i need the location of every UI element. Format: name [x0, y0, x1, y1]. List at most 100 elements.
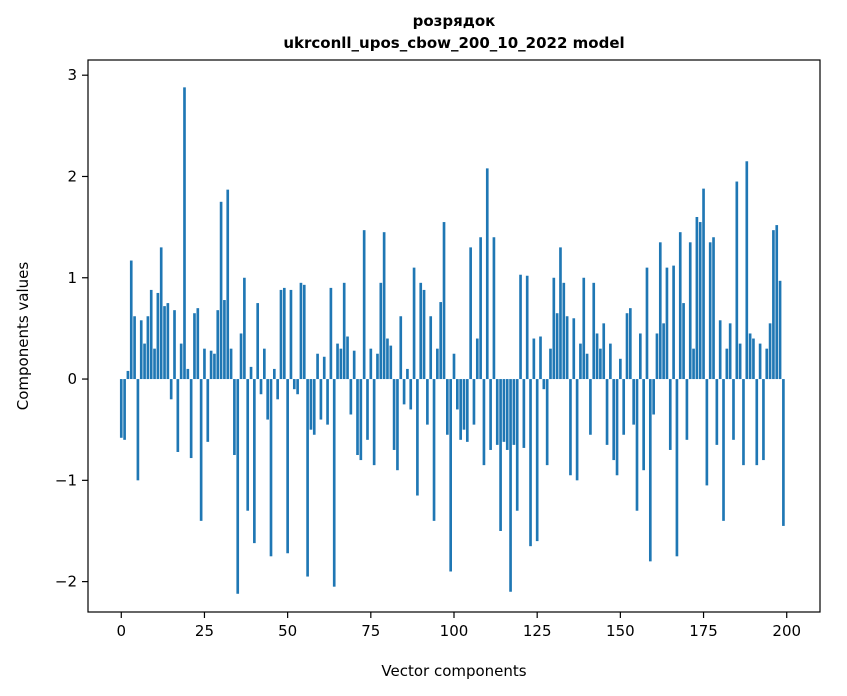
bar — [136, 379, 140, 481]
bar — [396, 379, 399, 471]
bar — [146, 316, 150, 380]
bar — [575, 379, 579, 481]
bar — [695, 216, 699, 380]
bar — [346, 336, 349, 380]
bar — [742, 379, 745, 466]
bar — [316, 353, 319, 380]
bar — [678, 232, 682, 380]
bar — [675, 379, 679, 557]
bar — [406, 368, 409, 380]
x-tick-label: 200 — [772, 622, 801, 640]
bar — [712, 237, 715, 380]
bar — [595, 333, 599, 380]
bar — [296, 379, 299, 395]
bar — [203, 348, 206, 380]
bar — [782, 379, 785, 526]
bar — [266, 379, 269, 420]
bar — [379, 282, 383, 380]
bar — [263, 348, 266, 380]
bar — [133, 316, 136, 380]
bar — [169, 379, 173, 400]
bar — [206, 379, 210, 442]
bar — [356, 379, 359, 456]
bar — [688, 242, 692, 380]
bar — [619, 358, 622, 380]
bar — [462, 379, 466, 430]
bar — [349, 379, 353, 415]
bar — [762, 379, 765, 461]
bar — [529, 379, 532, 547]
bar — [199, 379, 203, 521]
bar — [273, 368, 276, 380]
bar — [772, 230, 775, 380]
bar — [342, 282, 346, 380]
bar — [329, 287, 333, 380]
bar — [492, 237, 496, 380]
bar — [156, 292, 160, 380]
bar — [605, 379, 609, 445]
bar — [648, 379, 652, 562]
bar — [702, 188, 705, 380]
bar — [542, 379, 546, 390]
bar — [213, 353, 216, 380]
bar — [153, 348, 156, 380]
bar — [282, 287, 286, 380]
bar — [728, 323, 732, 380]
chart-title-line1: розрядок — [412, 12, 496, 30]
x-tick-label: 0 — [116, 622, 126, 640]
bar — [366, 379, 369, 440]
bar — [519, 274, 522, 380]
bar — [336, 343, 339, 380]
bar — [755, 379, 759, 466]
bar — [322, 356, 326, 380]
bar — [599, 348, 602, 380]
bar — [319, 379, 323, 420]
bar — [572, 318, 576, 380]
chart-title-line2: ukrconll_upos_cbow_200_10_2022 model — [283, 34, 625, 52]
bar — [555, 313, 559, 380]
bar — [309, 379, 313, 430]
bar — [489, 379, 492, 450]
bar — [515, 379, 519, 511]
bar — [715, 379, 719, 445]
bar — [725, 348, 729, 380]
bar — [592, 282, 596, 380]
x-tick-label: 125 — [523, 622, 552, 640]
bar — [682, 303, 685, 380]
bar — [233, 379, 236, 456]
bar — [119, 379, 123, 438]
bar — [535, 379, 539, 542]
y-tick-label: 1 — [67, 269, 77, 287]
bar — [226, 189, 230, 380]
bar — [246, 379, 250, 511]
x-tick-label: 50 — [278, 622, 297, 640]
chart-title: розрядок ukrconll_upos_cbow_200_10_2022 … — [88, 10, 820, 54]
bar — [449, 379, 452, 572]
bar — [748, 333, 752, 380]
x-tick-label: 175 — [689, 622, 718, 640]
x-tick-label: 25 — [195, 622, 214, 640]
bar — [665, 267, 669, 380]
bar — [582, 277, 586, 380]
bar — [609, 343, 612, 380]
bar — [722, 379, 725, 521]
bar — [482, 379, 486, 466]
bar — [778, 280, 782, 380]
bar — [635, 379, 639, 511]
bar — [552, 277, 556, 380]
bar — [442, 222, 446, 380]
bar — [436, 348, 439, 380]
bar — [439, 302, 443, 380]
bar — [632, 379, 635, 425]
bar — [758, 343, 762, 380]
bar — [565, 316, 569, 380]
y-tick-label: −1 — [55, 471, 77, 489]
bar — [652, 379, 655, 415]
bar — [645, 267, 649, 380]
bar — [416, 379, 419, 496]
bar — [302, 284, 306, 380]
bar — [549, 348, 552, 380]
bar — [389, 345, 393, 380]
bar — [289, 289, 293, 380]
bar — [196, 308, 200, 380]
